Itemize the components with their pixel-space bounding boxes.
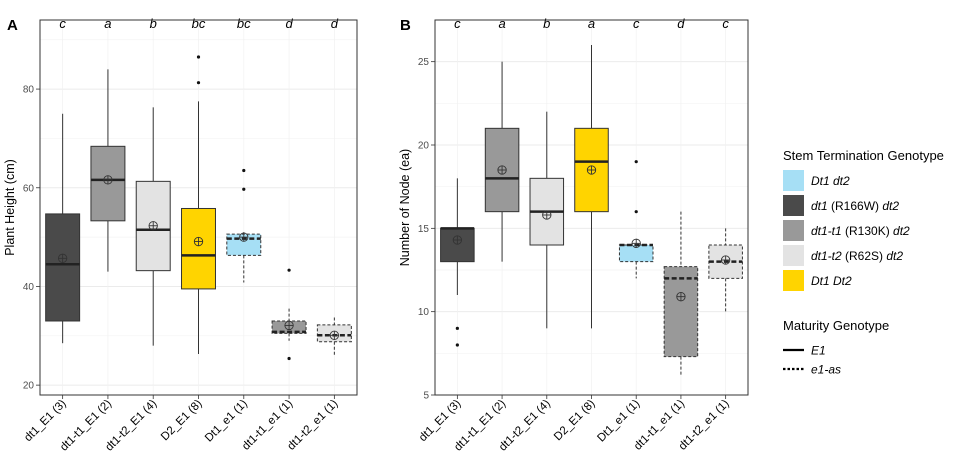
outlier-point xyxy=(634,160,638,164)
legend-key-dt1-r166w xyxy=(783,195,804,216)
panel-letter: A xyxy=(7,17,18,34)
legend-label-part: (R130K) xyxy=(842,224,893,238)
significance-letter: c xyxy=(59,16,66,31)
significance-letter: b xyxy=(150,16,157,31)
outlier-point xyxy=(287,356,291,361)
legend-label: dt1-t2 (R62S) dt2 xyxy=(811,249,903,263)
significance-letter: bc xyxy=(192,16,206,31)
legend-label: dt1 (R166W) dt2 xyxy=(811,199,899,213)
y-tick-label: 15 xyxy=(418,224,430,235)
legend-label-part: dt1 xyxy=(811,199,828,213)
y-tick-label: 10 xyxy=(418,307,430,318)
box xyxy=(440,227,475,263)
panel-border xyxy=(434,19,749,396)
legend-label-part: (R166W) xyxy=(828,199,883,213)
legend-label-part: dt1-t2 xyxy=(811,249,842,263)
box xyxy=(45,213,81,322)
significance-letter: c xyxy=(633,16,640,31)
y-tick-label: 20 xyxy=(418,141,430,152)
legend-title-maturity: Maturity Genotype xyxy=(783,318,889,333)
legend-key-dt1-t1 xyxy=(783,220,804,241)
legend-key-dt1-dt2 xyxy=(783,170,804,191)
y-tick-label: 25 xyxy=(418,57,430,68)
legend-label-part: Dt1 Dt2 xyxy=(811,274,852,288)
x-tick-label: dt1_E1 (3) xyxy=(22,398,69,445)
outlier-point xyxy=(242,168,246,173)
y-tick-label: 60 xyxy=(23,183,35,194)
x-tick-label: Dt1_e1 (1) xyxy=(203,398,250,445)
significance-letter: a xyxy=(588,16,595,31)
outlier-point xyxy=(196,55,201,59)
x-tick-label: Dt1_e1 (1) xyxy=(595,398,642,445)
legend-key-dt1-dt2 xyxy=(783,270,804,291)
box xyxy=(181,207,216,290)
significance-letter: a xyxy=(498,16,505,31)
significance-letter: d xyxy=(677,16,685,31)
legend-label: Dt1 dt2 xyxy=(811,174,850,188)
outlier-point xyxy=(455,343,459,347)
y-tick-label: 80 xyxy=(23,85,35,96)
legend-label: Dt1 Dt2 xyxy=(811,274,852,288)
legend-title-stem: Stem Termination Genotype xyxy=(783,148,944,163)
significance-letter: c xyxy=(454,16,461,31)
outlier-point xyxy=(455,326,459,330)
legend-label-part: dt2 xyxy=(882,199,899,213)
y-tick-label: 20 xyxy=(23,381,35,392)
outlier-point xyxy=(634,210,638,214)
significance-letter: b xyxy=(543,16,550,31)
x-tick-label: D2_E1 (8) xyxy=(159,398,205,444)
outlier-point xyxy=(196,81,201,85)
x-tick-label: D2_E1 (8) xyxy=(552,398,598,444)
legend-label-part: (R62S) xyxy=(842,249,887,263)
y-axis-title: Number of Node (ea) xyxy=(398,149,412,266)
outlier-point xyxy=(287,268,291,272)
outlier-point xyxy=(242,187,246,191)
legend-label-part: dt2 xyxy=(893,224,910,238)
legend-label: dt1-t1 (R130K) dt2 xyxy=(811,224,910,238)
significance-letter: d xyxy=(331,16,339,31)
legend-line-label: E1 xyxy=(811,344,826,358)
legend: Stem Termination Genotype Dt1 dt2 dt1 (R16… xyxy=(783,148,944,377)
legend-label-part: dt2 xyxy=(886,249,903,263)
y-axis-title: Plant Height (cm) xyxy=(3,159,17,256)
panel-letter: B xyxy=(400,17,411,34)
box xyxy=(663,266,699,358)
significance-letter: d xyxy=(285,16,293,31)
y-tick-label: 5 xyxy=(423,391,429,402)
legend-line-label: e1-as xyxy=(811,363,841,377)
legend-label-part: dt1-t1 xyxy=(811,224,842,238)
significance-letter: c xyxy=(722,16,729,31)
y-tick-label: 40 xyxy=(23,282,35,293)
legend-label-part: Dt1 dt2 xyxy=(811,174,850,188)
panel-border xyxy=(39,19,358,396)
significance-letter: a xyxy=(104,16,111,31)
legend-key-dt1-t2 xyxy=(783,245,804,266)
x-tick-label: dt1_E1 (3) xyxy=(417,398,464,445)
significance-letter: bc xyxy=(237,16,251,31)
